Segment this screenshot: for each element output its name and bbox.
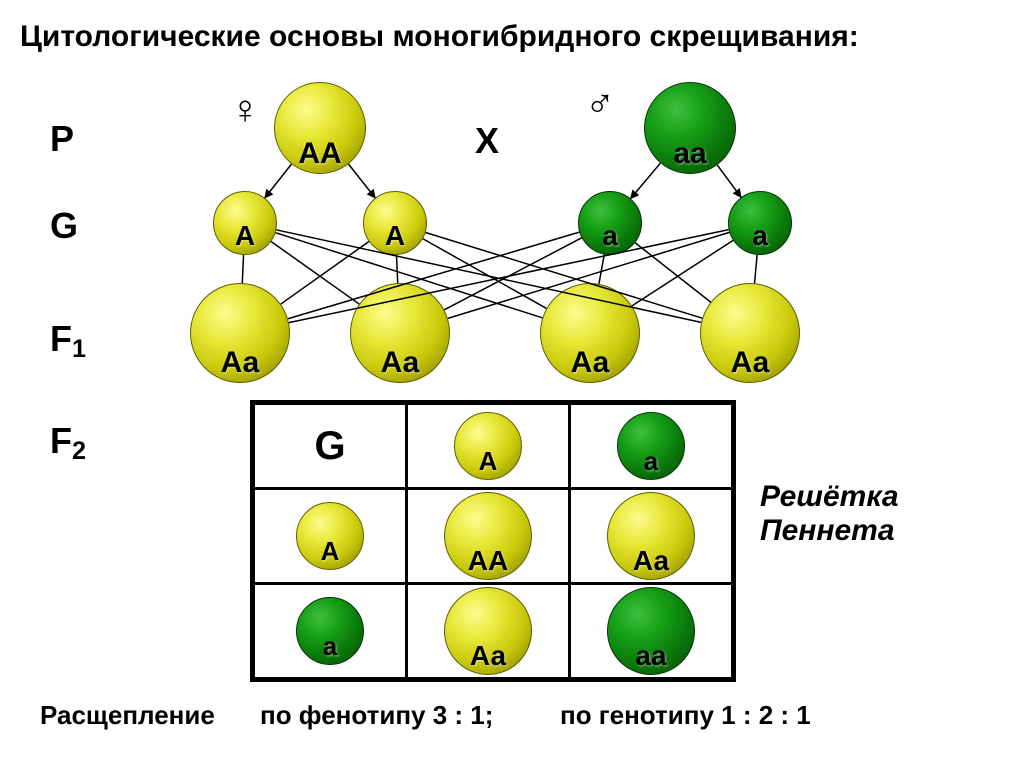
f1-f1d-label: Аа: [731, 346, 770, 380]
female-symbol-icon: ♀: [230, 88, 260, 133]
punnett-sphere-0-2: а: [617, 412, 685, 480]
gamete-g4-label: а: [752, 220, 768, 252]
punnett-sphere-label-0-2: а: [644, 446, 658, 477]
f1-f1b-label: Аа: [381, 346, 420, 380]
gamete-g2-label: А: [385, 220, 405, 252]
f1-f1c-label: Аа: [571, 346, 610, 380]
punnett-sphere-label-0-1: А: [479, 446, 498, 477]
ratio-genotype: по генотипу 1 : 2 : 1: [560, 700, 811, 731]
punnett-sphere-label-1-1: АА: [468, 545, 508, 577]
f1-f1b: Аа: [350, 283, 450, 383]
gamete-g4: а: [728, 191, 792, 255]
punnett-cell-0-1: А: [407, 403, 570, 489]
parent-p-female: АА: [274, 82, 366, 174]
punnett-sphere-0-1: А: [454, 412, 522, 480]
punnett-sphere-1-1: АА: [444, 492, 532, 580]
parent-p-male: аа: [644, 82, 736, 174]
gamete-g2: А: [363, 191, 427, 255]
f1-f1d: Аа: [700, 283, 800, 383]
ratio-prefix: Расщепление: [40, 700, 215, 731]
punnett-sphere-1-0: А: [296, 502, 364, 570]
f1-f1a-label: Аа: [221, 346, 260, 380]
punnett-sphere-label-2-0: а: [323, 631, 337, 662]
punnett-sphere-label-2-1: Аа: [470, 640, 506, 672]
punnett-cell-1-0: А: [253, 489, 407, 584]
punnett-cell-2-1: Аа: [407, 584, 570, 680]
punnett-cell-0-0: G: [253, 403, 407, 489]
row-label-f1: F1: [50, 318, 86, 360]
punnett-sphere-2-0: а: [296, 597, 364, 665]
row-label-f2: F2: [50, 420, 86, 462]
punnett-sphere-2-2: аа: [607, 587, 695, 675]
gamete-g3-label: а: [602, 220, 618, 252]
ratio-phenotype: по фенотипу 3 : 1;: [260, 700, 493, 731]
row-label-g: G: [50, 205, 78, 247]
punnett-sphere-1-2: Аа: [607, 492, 695, 580]
punnett-cell-0-2: а: [570, 403, 734, 489]
punnett-cell-2-0: а: [253, 584, 407, 680]
parent-p-male-label: аа: [673, 137, 706, 171]
punnett-sphere-2-1: Аа: [444, 587, 532, 675]
punnett-header-g: G: [314, 424, 345, 468]
punnett-side-label: РешёткаПеннета: [760, 480, 899, 548]
punnett-cell-2-2: аа: [570, 584, 734, 680]
punnett-sphere-label-1-2: Аа: [633, 545, 669, 577]
parent-p-female-label: АА: [298, 137, 341, 171]
cross-symbol: X: [475, 120, 499, 162]
gamete-g3: а: [578, 191, 642, 255]
punnett-square: GАаААААааАааа: [250, 400, 736, 682]
gamete-g1-label: А: [235, 220, 255, 252]
punnett-cell-1-2: Аа: [570, 489, 734, 584]
punnett-cell-1-1: АА: [407, 489, 570, 584]
f1-f1a: Аа: [190, 283, 290, 383]
male-symbol-icon: ♂: [585, 82, 615, 127]
gamete-g1: А: [213, 191, 277, 255]
punnett-sphere-label-2-2: аа: [635, 640, 666, 672]
diagram-title: Цитологические основы моногибридного скр…: [20, 20, 1004, 54]
row-label-p: P: [50, 118, 74, 160]
punnett-sphere-label-1-0: А: [321, 536, 340, 567]
f1-f1c: Аа: [540, 283, 640, 383]
